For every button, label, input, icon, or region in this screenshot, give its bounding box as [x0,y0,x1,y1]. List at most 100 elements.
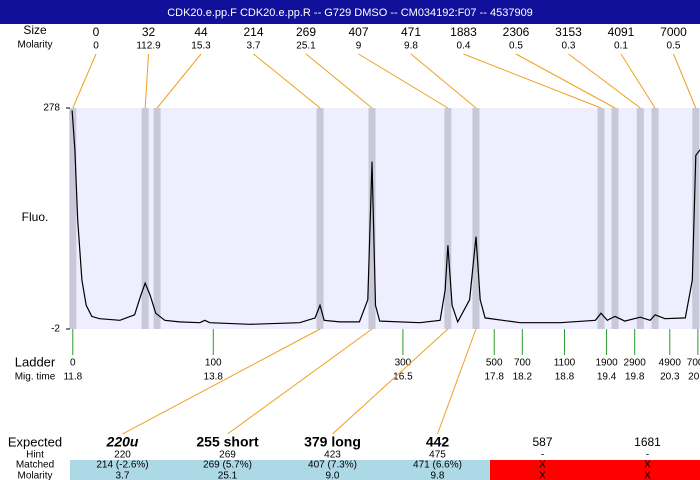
peak-molarity: 9.8 [404,41,418,52]
peak-molarity: 112.9 [136,41,161,52]
ladder-size: 1100 [554,358,576,369]
peak-size: 7000 [660,25,687,39]
peak-band [444,108,452,329]
ladder-size: 1900 [595,358,618,369]
peak-connector [156,53,202,109]
peak-size: 269 [296,25,316,39]
expected-connector [437,328,477,435]
peak-connector [568,53,641,109]
matched-molarity: X [644,471,651,480]
match-cell [70,460,175,480]
matched-molarity: 9.8 [431,471,445,480]
peak-connector [673,53,697,109]
ladder-time: 20.3 [660,372,680,383]
ladder-time: 19.8 [625,372,645,383]
ladder-label: Ladder [15,354,56,369]
peak-connector [144,53,149,109]
peak-band [651,108,659,329]
peak-molarity: 9 [356,41,362,52]
peak-connector [72,53,97,109]
peak-band [597,108,605,329]
peak-size: 2306 [503,25,530,39]
peak-band [472,108,480,329]
row-label: Expected [8,434,62,449]
size-label: Size [23,23,47,37]
expected-size: 379 long [304,434,361,450]
expected-size: 220u [106,434,139,450]
expected-connector [122,328,321,435]
match-cell [595,460,700,480]
peak-size: 214 [243,25,263,39]
match-cell [280,460,385,480]
matched: 214 (-2.6%) [96,460,148,471]
peak-band [368,108,376,329]
ladder-time: 18.8 [555,372,575,383]
peak-connector [620,53,656,109]
peak-molarity: 0 [93,41,99,52]
peak-molarity: 0.5 [667,41,681,52]
hint: 423 [324,450,341,461]
trace [71,110,700,325]
peak-molarity: 15.3 [191,41,211,52]
ladder-time: 20.7 [688,372,700,383]
matched-molarity: 9.0 [326,471,340,480]
ladder-time: 19.4 [597,372,617,383]
peak-connector [358,53,449,109]
peak-band [636,108,644,329]
plot-area [70,108,700,329]
peak-size: 32 [142,25,156,39]
peak-size: 44 [194,25,208,39]
ladder-size: 500 [486,358,503,369]
title-bar [0,0,700,24]
peak-band [69,108,77,329]
hint: 475 [429,450,446,461]
matched-molarity: 3.7 [116,471,130,480]
ladder-time: 13.8 [204,372,224,383]
hint: 269 [219,450,236,461]
row-label: Matched [16,460,54,471]
mig-time-label: Mig. time [15,372,56,383]
peak-connector [305,53,373,109]
title: CDK20.e.pp.F CDK20.e.pp.R -- G729 DMSO -… [167,7,533,19]
peak-band [141,108,149,329]
y-tick-label: 278 [43,103,60,114]
matched: 471 (6.6%) [413,460,462,471]
y-tick-label: -2 [51,324,60,335]
peak-connector [410,53,477,109]
matched: 407 (7.3%) [308,460,357,471]
expected-size: 442 [426,434,450,450]
peak-size: 3153 [555,25,582,39]
ladder-size: 100 [205,358,222,369]
peak-size: 407 [348,25,368,39]
peak-size: 4091 [608,25,635,39]
peak-size: 0 [93,25,100,39]
row-label: Hint [26,450,44,461]
expected-size: 587 [532,435,552,449]
y-axis-label: Fluo. [22,210,49,224]
hint: - [541,450,544,461]
ladder-time: 16.5 [393,372,413,383]
ladder-size: 700 [514,358,531,369]
match-cell [385,460,490,480]
peak-size: 471 [401,25,421,39]
ladder-size: 2900 [624,358,647,369]
match-cell [175,460,280,480]
expected-size: 1681 [634,435,661,449]
expected-connector [332,328,449,435]
peak-connector [515,53,616,109]
row-label: Molarity [17,471,52,480]
peak-connector [463,53,602,109]
ladder-size: 0 [70,358,76,369]
matched-molarity: X [539,471,546,480]
peak-band [611,108,619,329]
matched-molarity: 25.1 [218,471,238,480]
ladder-time: 18.2 [513,372,533,383]
peak-molarity: 0.1 [614,41,628,52]
matched: X [539,460,546,471]
ladder-size: 4900 [659,358,682,369]
ladder-time: 11.8 [63,372,82,383]
expected-connector [227,328,373,435]
ladder-time: 17.8 [484,372,504,383]
